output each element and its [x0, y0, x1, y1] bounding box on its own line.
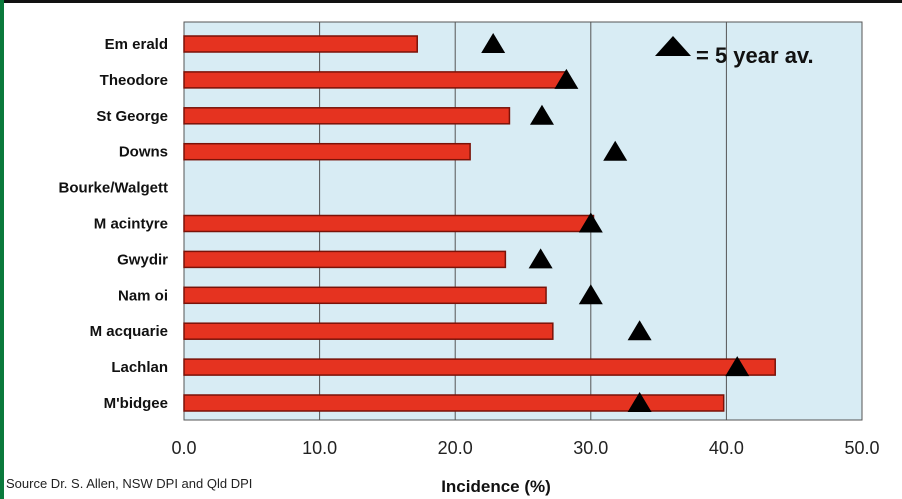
bar [183, 250, 507, 269]
x-tick-labels: 0.0 10.0 20.0 30.0 40.0 50.0 [171, 438, 879, 458]
bar [183, 358, 776, 376]
bar [183, 286, 547, 305]
category-label: Em erald [105, 36, 168, 53]
average-marker-triangle-icon [627, 320, 652, 341]
category-label: Bourke/Walgett [59, 180, 168, 197]
category-label: M'bidgee [104, 395, 168, 412]
average-marker-triangle-icon [528, 248, 553, 269]
x-tick-label: 10.0 [302, 438, 337, 458]
average-marker-triangle-icon [578, 212, 603, 233]
bar [183, 35, 418, 53]
five-year-average-markers [481, 33, 750, 412]
bar [183, 71, 568, 89]
legend-triangle-icon [655, 36, 691, 56]
average-marker-triangle-icon [627, 392, 652, 412]
bar [183, 322, 554, 340]
green-frame-edge [0, 0, 4, 499]
x-tick-label: 0.0 [171, 438, 196, 458]
category-label: St George [96, 108, 168, 125]
x-axis-label: Incidence (%) [441, 477, 551, 496]
legend: = 5 year av. [655, 36, 814, 68]
average-marker-triangle-icon [554, 68, 579, 89]
average-marker-triangle-icon [529, 104, 554, 125]
average-marker-triangle-icon [603, 140, 628, 161]
x-tick-label: 20.0 [438, 438, 473, 458]
bar [183, 394, 725, 412]
category-label: M acintyre [94, 216, 168, 233]
bars [183, 35, 776, 412]
category-label: Theodore [100, 72, 168, 89]
source-note: Source Dr. S. Allen, NSW DPI and Qld DPI [6, 476, 253, 491]
category-label: Lachlan [111, 359, 168, 376]
title-rule [4, 0, 902, 3]
category-label: Nam oi [118, 287, 168, 304]
bar [183, 142, 471, 161]
average-marker-triangle-icon [725, 356, 750, 377]
x-tick-label: 50.0 [844, 438, 879, 458]
legend-label: = 5 year av. [696, 43, 814, 68]
bar [183, 214, 595, 233]
category-label: Downs [119, 144, 168, 161]
average-marker-triangle-icon [578, 284, 603, 305]
average-marker-triangle-icon [481, 33, 506, 53]
category-labels: Em erald Theodore St George Downs Bourke/Wal… [59, 36, 169, 412]
bar [183, 107, 511, 125]
category-label: M acquarie [90, 323, 168, 340]
category-label: Gwydir [117, 251, 168, 268]
x-tick-label: 30.0 [573, 438, 608, 458]
x-tick-label: 40.0 [709, 438, 744, 458]
